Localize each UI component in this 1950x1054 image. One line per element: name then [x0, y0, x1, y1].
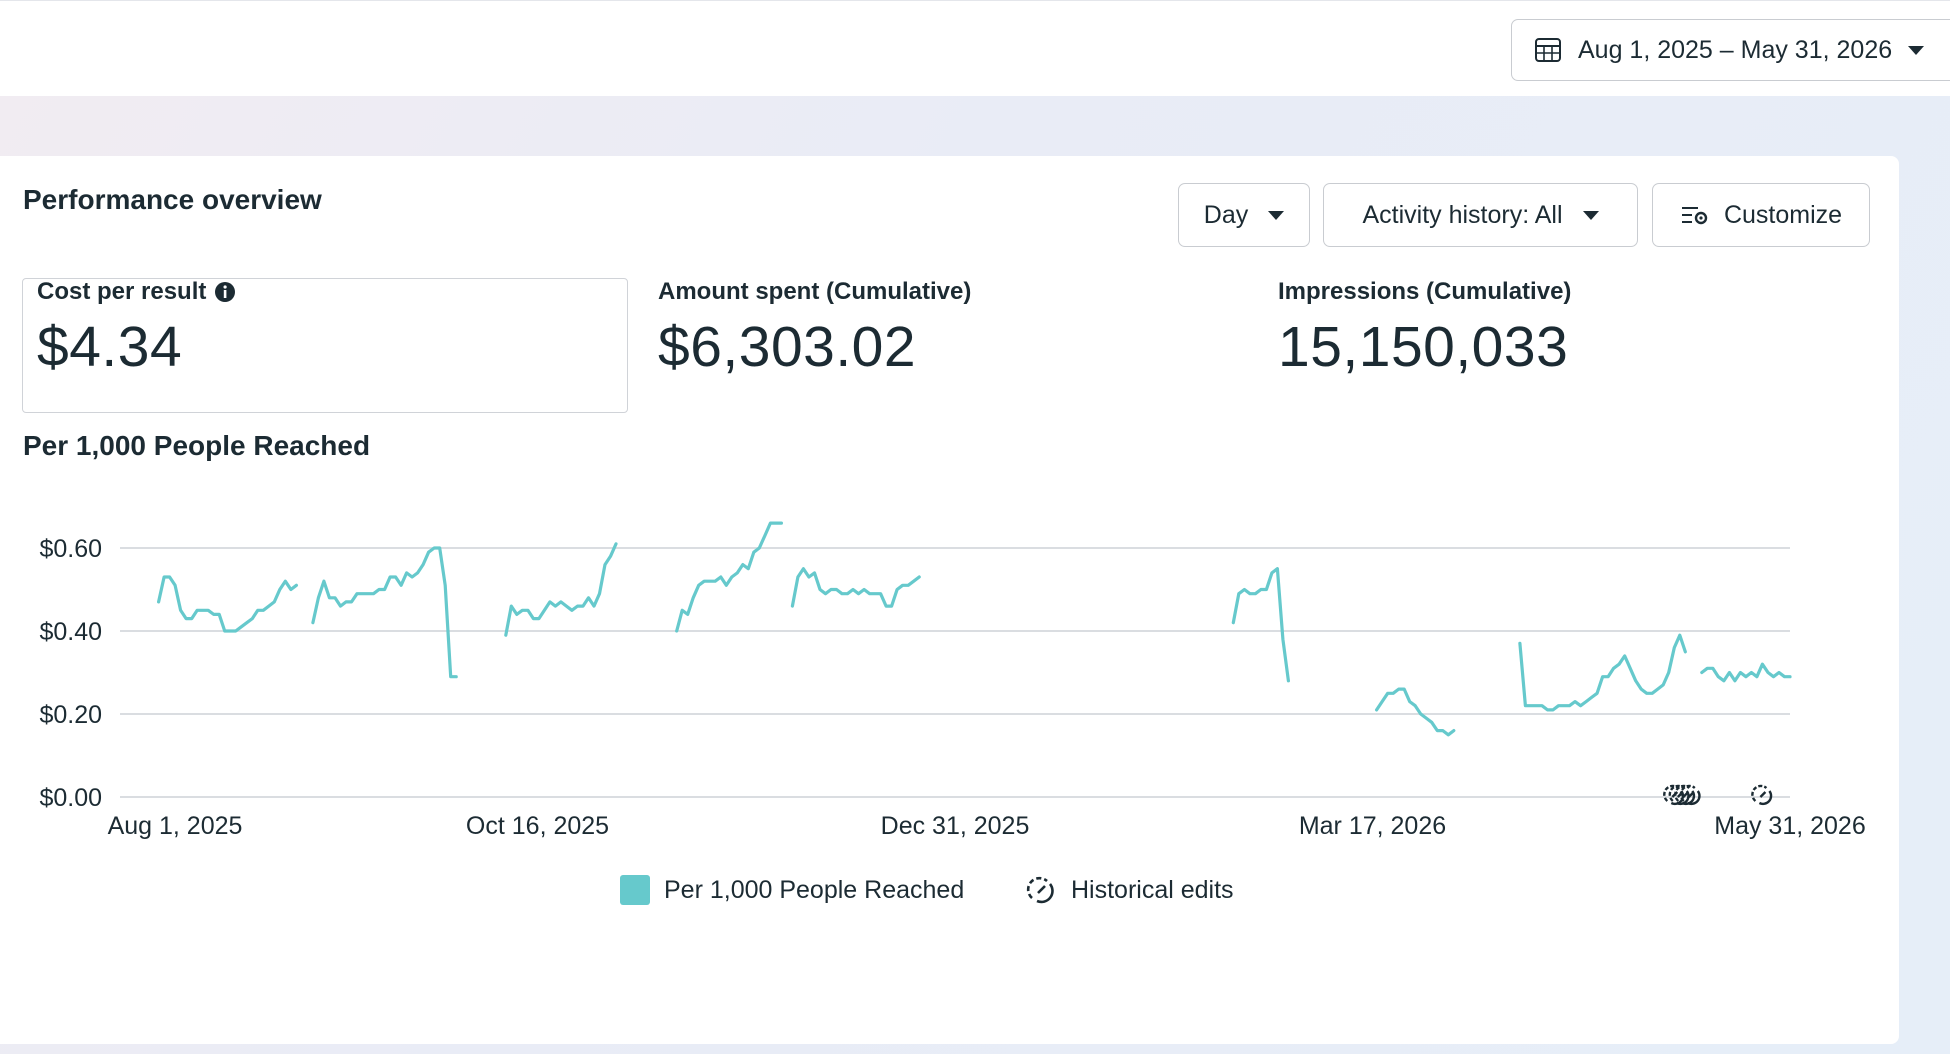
card-title: Performance overview — [23, 184, 322, 215]
historical-edit-icon — [1026, 876, 1054, 904]
series-line — [790, 567, 921, 608]
metric-label: Amount spent (Cumulative) — [658, 278, 972, 305]
series-line — [504, 542, 618, 637]
activity-history-label: Activity history: All — [1362, 200, 1563, 229]
calendar-icon — [1535, 38, 1561, 62]
series-line — [157, 575, 298, 633]
series-line — [1518, 633, 1687, 712]
metric-value: 15,150,033 — [1278, 315, 1569, 379]
chevron-down-icon — [1908, 45, 1925, 55]
chevron-down-icon — [1582, 210, 1599, 220]
series-line — [1231, 567, 1291, 683]
chart-title: Per 1,000 People Reached — [23, 430, 371, 461]
customize-label: Customize — [1723, 200, 1843, 229]
legend-edits-label: Historical edits — [1071, 875, 1234, 904]
historical-edit-marker[interactable] — [1679, 784, 1701, 806]
metric-impressions[interactable]: Impressions (Cumulative) 15,150,033 — [1278, 278, 1571, 380]
y-tick-label: $0.00 — [39, 784, 102, 812]
date-range-label: Aug 1, 2025 – May 31, 2026 — [1578, 35, 1893, 64]
y-tick-label: $0.20 — [39, 701, 102, 729]
series-line — [1700, 662, 1792, 683]
series-line — [675, 521, 784, 633]
customize-button[interactable]: Customize — [1652, 183, 1870, 247]
series-line — [311, 546, 458, 679]
metric-value: $4.34 — [37, 315, 183, 379]
legend-swatch — [620, 875, 650, 905]
y-tick-label: $0.60 — [39, 535, 102, 563]
activity-history-dropdown[interactable]: Activity history: All — [1323, 183, 1638, 247]
series-line — [1374, 687, 1456, 737]
x-tick-label: Dec 31, 2025 — [881, 812, 1030, 840]
metric-label: Cost per result — [37, 278, 207, 305]
metric-amount-spent[interactable]: Amount spent (Cumulative) $6,303.02 — [658, 278, 971, 380]
x-tick-label: Oct 16, 2025 — [466, 812, 609, 840]
line-chart: $0.00 $0.20 $0.40 $0.60 Aug 1, 2025 Oct 16, 2… — [39, 521, 1866, 840]
legend-historical-edits[interactable]: Historical edits — [1025, 872, 1234, 908]
customize-icon — [1681, 207, 1708, 225]
historical-edit-marker[interactable] — [1751, 784, 1773, 806]
date-range-picker[interactable]: Aug 1, 2025 – May 31, 2026 — [1511, 19, 1950, 81]
legend-series-label: Per 1,000 People Reached — [664, 875, 965, 904]
metric-value: $6,303.02 — [658, 315, 917, 379]
granularity-label: Day — [1203, 200, 1249, 229]
x-tick-label: May 31, 2026 — [1714, 812, 1866, 840]
metric-cost-per-result[interactable]: Cost per result $4.34 — [37, 278, 236, 380]
x-tick-label: Mar 17, 2026 — [1299, 812, 1446, 840]
y-tick-label: $0.40 — [39, 618, 102, 646]
x-tick-label: Aug 1, 2025 — [108, 812, 243, 840]
info-icon[interactable] — [214, 281, 236, 303]
granularity-dropdown[interactable]: Day — [1178, 183, 1310, 247]
chevron-down-icon — [1268, 210, 1285, 220]
metric-label: Impressions (Cumulative) — [1278, 278, 1572, 305]
selected-metric-box[interactable] — [22, 278, 628, 413]
legend-series[interactable]: Per 1,000 People Reached — [620, 872, 964, 908]
